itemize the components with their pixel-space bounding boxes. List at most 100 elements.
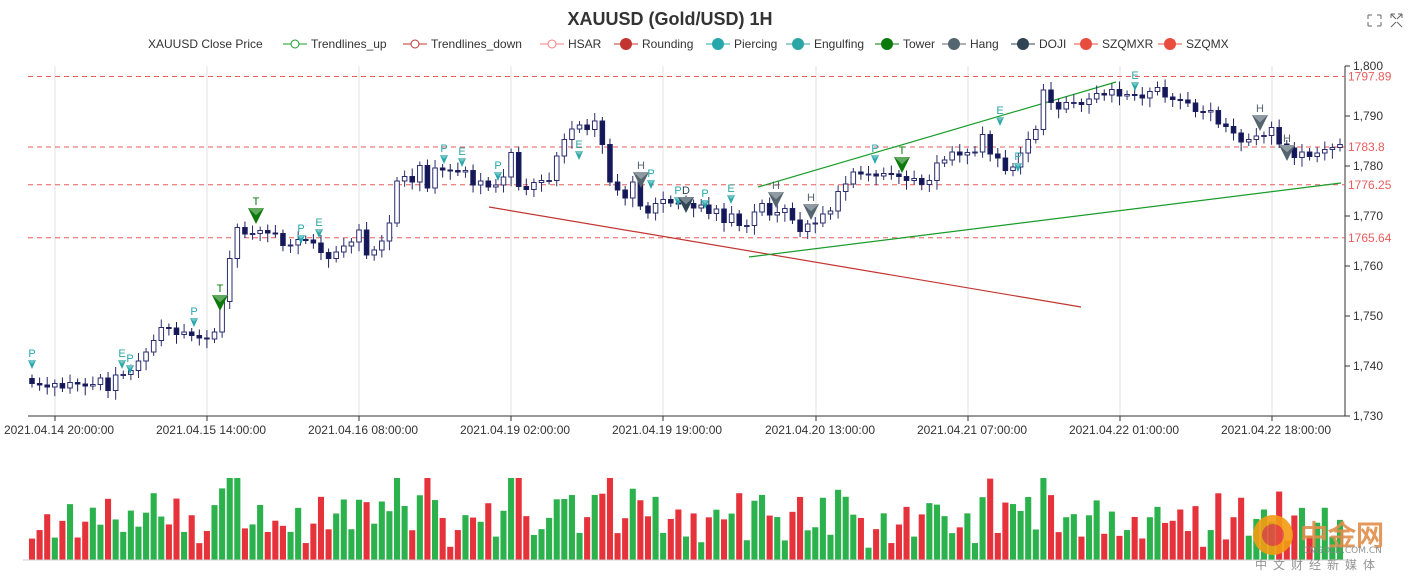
candle-down [1177, 99, 1184, 101]
candle-up [1253, 135, 1260, 140]
marker-arrow [458, 158, 466, 167]
legend-item-engulfing: Engulfing [786, 37, 864, 51]
marker-p: P [190, 306, 198, 327]
candle-down [584, 124, 590, 130]
marker-t: T [212, 283, 228, 311]
volume-bar [926, 503, 933, 560]
candle-down [515, 152, 522, 187]
marker-arrow [494, 172, 502, 181]
volume-bar [667, 518, 674, 560]
volume-bar [120, 531, 127, 560]
volume-bar [759, 494, 766, 560]
marker-label: P [190, 306, 197, 318]
volume-bar [181, 531, 188, 560]
candle-up [1010, 166, 1016, 171]
candle-up [67, 382, 73, 389]
candle-up [211, 331, 218, 340]
volume-bar [781, 540, 788, 560]
candle-down [318, 242, 324, 253]
candle-up [150, 340, 157, 353]
volume-bar [644, 516, 652, 560]
candle-down [736, 213, 743, 226]
marker-arrow [803, 204, 819, 220]
candle-up [52, 383, 58, 388]
volume-bar [333, 513, 340, 560]
candle-up [941, 159, 948, 164]
candle-down [1139, 94, 1146, 99]
candle-up [257, 230, 263, 234]
volume-bar [546, 517, 553, 560]
candle-down [987, 134, 993, 155]
candle-down [1078, 102, 1085, 105]
legend-label: Rounding [642, 37, 693, 51]
legend-item-piercing: Piercing [706, 37, 777, 51]
trendline-down [488, 206, 1082, 308]
candle-up [660, 199, 666, 204]
marker-label: P [647, 168, 654, 180]
candle-down [645, 205, 651, 214]
marker-p: P [28, 348, 36, 369]
watermark-brand: 中金网 [1300, 519, 1384, 552]
candle-down [36, 383, 43, 386]
volume-bar [515, 478, 522, 560]
volume-bar [393, 478, 401, 560]
volume-bar [850, 514, 857, 560]
candle-up [1093, 93, 1100, 100]
marker-arrow [1279, 145, 1295, 161]
marker-arrow [996, 117, 1004, 126]
candle-down [470, 170, 476, 186]
volume-bar [165, 524, 172, 560]
x-tick-label: 2021.04.19 02:00:00 [460, 423, 570, 437]
x-tick-label: 2021.04.15 14:00:00 [156, 423, 266, 437]
y-tick-label: 1,770 [1353, 209, 1383, 223]
marker-notch [315, 229, 323, 234]
legend-item-trendlines-up: Trendlines_up [283, 37, 387, 51]
hsar-label: 1783.8 [1348, 140, 1385, 154]
marker-notch [248, 208, 264, 216]
marker-arrow [633, 172, 649, 188]
restore-icon[interactable] [1390, 13, 1403, 28]
volume-bar [827, 534, 834, 560]
candle-down [424, 165, 431, 189]
marker-arrow [297, 235, 305, 244]
volume-bar [553, 499, 560, 560]
volume-bar [584, 517, 591, 560]
marker-arrow [126, 365, 134, 374]
candle-up [249, 233, 256, 235]
candle-down [409, 176, 416, 183]
marker-label: P [440, 143, 447, 155]
volume-bar [682, 536, 690, 560]
candle-down [668, 199, 674, 204]
volume-bar [690, 513, 697, 560]
volume-bar [979, 497, 986, 560]
candle-up [143, 351, 149, 362]
marker-p: P [647, 168, 655, 189]
y-tick-label: 1,750 [1353, 309, 1383, 323]
candle-up [835, 191, 841, 212]
volume-bar [241, 528, 248, 560]
candle-up [1086, 98, 1092, 105]
volume-bar [774, 517, 781, 560]
volume-bar [1032, 529, 1039, 560]
volume-bar [188, 515, 195, 560]
candle-up [493, 184, 499, 188]
volume-bar [348, 529, 355, 560]
volume-bar [1245, 535, 1252, 560]
marker-h: H [803, 192, 819, 220]
volume-bar [987, 478, 994, 560]
zoom-icon[interactable] [1367, 14, 1382, 27]
volume-bar [386, 511, 393, 560]
volume-bar [568, 495, 575, 560]
marker-label: D [682, 185, 690, 197]
marker-e: E [315, 217, 323, 238]
volume-bar [530, 534, 537, 560]
volume-bar [59, 520, 66, 560]
marker-e: E [996, 105, 1004, 126]
marker-notch [297, 235, 305, 240]
volume-bar [789, 511, 796, 560]
volume-bar [249, 524, 256, 560]
y-tick-label: 1,780 [1353, 159, 1383, 173]
volume-bar [89, 507, 96, 560]
volume-bar [173, 498, 180, 560]
candle-down [363, 229, 370, 256]
